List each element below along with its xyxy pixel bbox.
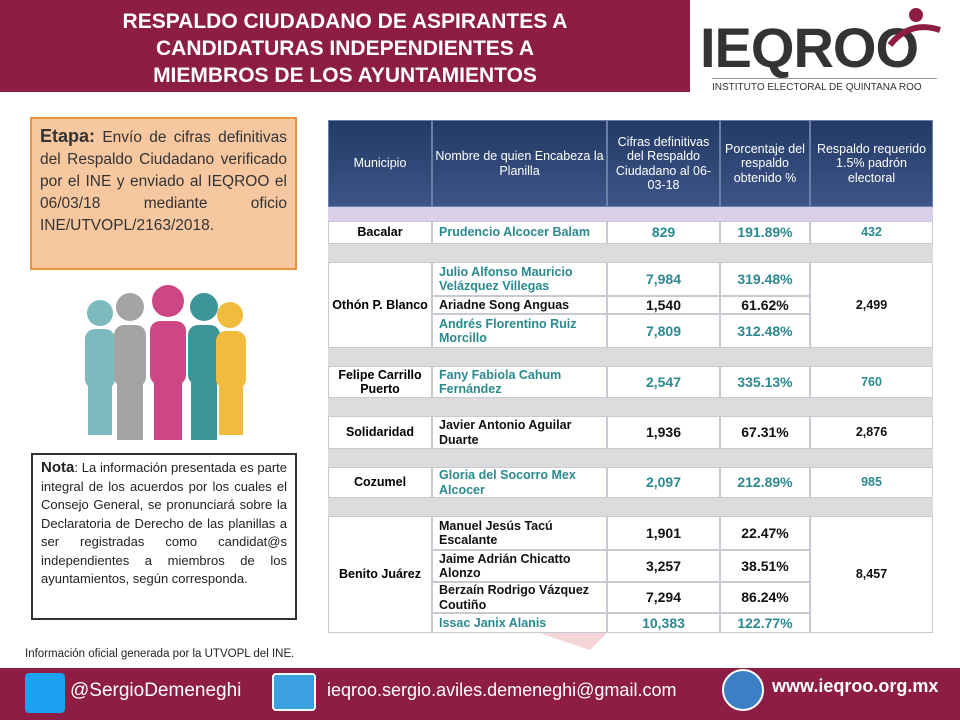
spacer xyxy=(328,498,933,516)
candidate-name: Prudencio Alcocer Balam xyxy=(432,221,607,244)
separator xyxy=(328,207,933,221)
porcentaje-cell: 319.48% xyxy=(720,262,810,296)
nota-text: : La información presentada es parte int… xyxy=(41,460,287,586)
candidate-name: Jaime Adrián Chicatto Alonzo xyxy=(432,550,607,582)
logo: IEQROO xyxy=(700,16,919,79)
nota-box: Nota: La información presentada es parte… xyxy=(31,453,297,620)
cifras-cell: 2,547 xyxy=(607,366,720,398)
cifras-cell: 10,383 xyxy=(607,613,720,633)
header-bar xyxy=(0,0,690,92)
cifras-cell: 7,984 xyxy=(607,262,720,296)
email-icon xyxy=(272,673,316,711)
twitter-icon xyxy=(25,673,65,713)
porcentaje-cell: 212.89% xyxy=(720,467,810,498)
title-line: CANDIDATURAS INDEPENDIENTES A xyxy=(155,37,535,60)
respaldo-cell: 760 xyxy=(810,366,933,398)
porcentaje-cell: 61.62% xyxy=(720,296,810,314)
respaldo-cell: 2,876 xyxy=(810,416,933,449)
candidate-name: Manuel Jesús Tacú Escalante xyxy=(432,516,607,550)
municipio-cell: Felipe Carrillo Puerto xyxy=(328,366,432,398)
title-line: MIEMBROS DE LOS AYUNTAMIENTOS xyxy=(153,64,537,87)
source-note: Información oficial generada por la UTVO… xyxy=(25,648,295,660)
respaldo-cell: 432 xyxy=(810,221,933,244)
cifras-cell: 1,540 xyxy=(607,296,720,314)
porcentaje-cell: 67.31% xyxy=(720,416,810,449)
respaldo-cell: 985 xyxy=(810,467,933,498)
etapa-label: Etapa: xyxy=(40,126,96,146)
cifras-cell: 829 xyxy=(607,221,720,244)
nota-label: Nota xyxy=(41,459,75,476)
candidate-name: Julio Alfonso Mauricio Velázquez Villega… xyxy=(432,262,607,296)
footer-email: ieqroo.sergio.aviles.demeneghi@gmail.com xyxy=(327,680,677,700)
globe-icon xyxy=(722,669,764,711)
municipio-cell: Othón P. Blanco xyxy=(328,262,432,348)
candidate-name: Issac Janix Alanis xyxy=(432,613,607,633)
spacer xyxy=(328,348,933,366)
column-header: Respaldo requerido 1.5% padrón electoral xyxy=(810,120,933,207)
cifras-cell: 1,901 xyxy=(607,516,720,550)
logo-subtitle: INSTITUTO ELECTORAL DE QUINTANA ROO xyxy=(712,78,937,93)
logo-figure xyxy=(887,8,941,47)
etapa-text: Envío de cifras definitivas del Respaldo… xyxy=(40,129,287,234)
candidate-name: Berzaín Rodrigo Vázquez Coutiño xyxy=(432,582,607,613)
footer-twitter: @SergioDemeneghi xyxy=(70,680,242,701)
column-header: Cifras definitivas del Respaldo Ciudadan… xyxy=(607,120,720,207)
cifras-cell: 1,936 xyxy=(607,416,720,449)
footer-bar xyxy=(0,668,960,720)
municipio-cell: Solidaridad xyxy=(328,416,432,449)
people-illustration xyxy=(85,285,246,440)
etapa-box: Etapa: Envío de cifras definitivas del R… xyxy=(30,117,297,270)
title: RESPALDO CIUDADANO DE ASPIRANTES A CANDID… xyxy=(60,8,630,89)
municipio-cell: Benito Juárez xyxy=(328,516,432,633)
column-header: Nombre de quien Encabeza la Planilla xyxy=(432,120,607,207)
column-header: Municipio xyxy=(328,120,432,207)
porcentaje-cell: 122.77% xyxy=(720,613,810,633)
cifras-cell: 7,809 xyxy=(607,314,720,348)
title-line: RESPALDO CIUDADANO DE ASPIRANTES A xyxy=(122,10,568,33)
cifras-cell: 7,294 xyxy=(607,582,720,613)
porcentaje-cell: 22.47% xyxy=(720,516,810,550)
porcentaje-cell: 312.48% xyxy=(720,314,810,348)
footer-web: www.ieqroo.org.mx xyxy=(772,676,939,696)
candidate-name: Gloria del Socorro Mex Alcocer xyxy=(432,467,607,498)
respaldo-cell: 8,457 xyxy=(810,516,933,633)
spacer xyxy=(328,398,933,416)
column-header: Porcentaje del respaldo obtenido % xyxy=(720,120,810,207)
cifras-cell: 2,097 xyxy=(607,467,720,498)
porcentaje-cell: 335.13% xyxy=(720,366,810,398)
spacer xyxy=(328,244,933,262)
candidate-name: Javier Antonio Aguilar Duarte xyxy=(432,416,607,449)
municipio-cell: Cozumel xyxy=(328,467,432,498)
candidate-name: Fany Fabiola Cahum Fernández xyxy=(432,366,607,398)
municipio-cell: Bacalar xyxy=(328,221,432,244)
respaldo-cell: 2,499 xyxy=(810,262,933,348)
cifras-cell: 3,257 xyxy=(607,550,720,582)
porcentaje-cell: 86.24% xyxy=(720,582,810,613)
porcentaje-cell: 191.89% xyxy=(720,221,810,244)
porcentaje-cell: 38.51% xyxy=(720,550,810,582)
candidate-name: Ariadne Song Anguas xyxy=(432,296,607,314)
spacer xyxy=(328,449,933,467)
candidate-name: Andrés Florentino Ruiz Morcillo xyxy=(432,314,607,348)
